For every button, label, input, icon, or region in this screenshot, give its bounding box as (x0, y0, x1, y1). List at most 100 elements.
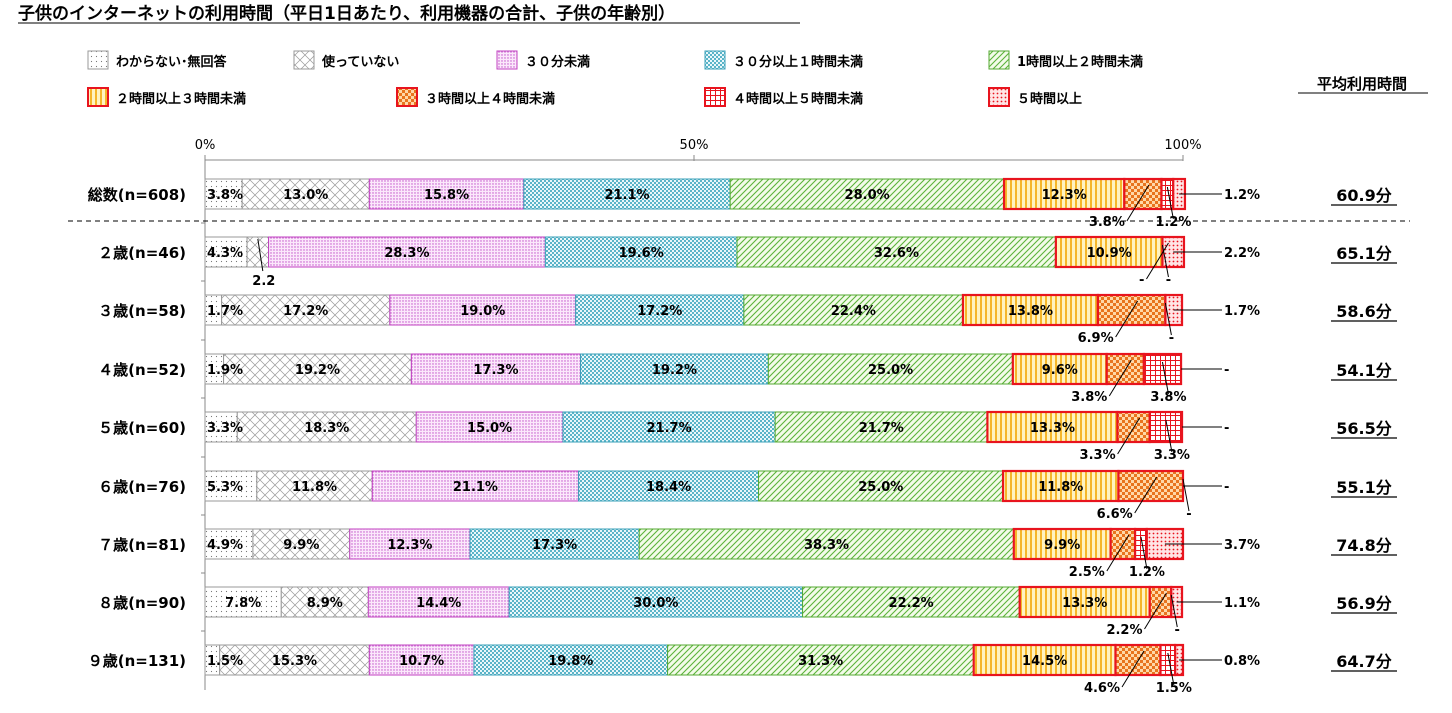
segment-label: 8.9% (307, 596, 343, 611)
callout-label: 1.7% (1224, 304, 1260, 319)
callout-label: - (1175, 623, 1180, 638)
average-value: 55.1分 (1336, 478, 1391, 497)
bar-segment (1012, 527, 1112, 561)
average-value: 56.5分 (1336, 419, 1391, 438)
callout-line (1108, 359, 1132, 397)
bar-segment (972, 643, 1117, 677)
bar-segment (767, 353, 1014, 385)
segment-label: 32.6% (874, 246, 919, 261)
callout-line (1161, 361, 1169, 395)
legend-label: ４時間以上５時間未満 (733, 91, 863, 107)
segment-label: 1.5% (207, 654, 243, 669)
bar-segment (729, 178, 1005, 210)
bar-segment (743, 294, 964, 326)
segment-label: 22.4% (831, 304, 876, 319)
callout-line (1165, 419, 1173, 453)
category-labels: 総数(n=608) ２歳(n=46) ３歳(n=58) ４歳(n=52) ５歳(n=60… (88, 186, 186, 670)
segment-label: 17.3% (473, 363, 518, 378)
bar-segment (221, 294, 391, 326)
segment-label: 3.8% (207, 188, 243, 203)
category-label: ７歳(n=81) (98, 536, 186, 554)
callout-label: 2.5% (1069, 565, 1105, 580)
segment-label: 2.2 (252, 274, 275, 289)
bar-segment (638, 528, 1015, 560)
legend-swatch (704, 87, 726, 107)
callout-line (1117, 417, 1141, 455)
callout-label: 2.2% (1106, 623, 1142, 638)
segment-label: 4.9% (207, 538, 243, 553)
legend-swatch (87, 50, 109, 70)
callout-line (1170, 594, 1178, 628)
legend-label: 1時間以上２時間未満 (1017, 54, 1143, 70)
legend-swatch (496, 50, 518, 70)
segment-label: 21.1% (453, 480, 498, 495)
bar-segment (252, 528, 351, 560)
legend-label: ３時間以上４時間未満 (425, 91, 555, 107)
callout-line (1144, 592, 1167, 630)
bar-segment (241, 178, 370, 210)
segment-label: 12.3% (1042, 188, 1087, 203)
callout-line (1126, 184, 1150, 222)
x-tick-label: 100% (1164, 138, 1201, 153)
bar-segment (415, 411, 564, 443)
callout-label: 1.2% (1224, 188, 1260, 203)
segment-label: 1.9% (207, 363, 243, 378)
bar-segment (774, 411, 988, 443)
average-value: 65.1分 (1336, 244, 1391, 263)
legend-label: 使っていない (321, 54, 399, 70)
segment-label: 5.3% (207, 480, 243, 495)
legend-swatch (988, 50, 1010, 70)
bar-segment (562, 411, 776, 443)
callout-label: - (1169, 331, 1174, 346)
legend-swatch (988, 87, 1010, 107)
segment-label: 10.7% (399, 654, 444, 669)
x-tick-label: 0% (195, 138, 216, 153)
callout-line (1106, 534, 1130, 572)
bar-segment (236, 411, 417, 443)
bar-segment (578, 470, 760, 502)
callout-line (1161, 244, 1169, 278)
segment-label: 21.7% (647, 421, 692, 436)
callout-label: 4.6% (1084, 681, 1120, 696)
callout-line (1166, 186, 1174, 220)
callout-label: 1.1% (1224, 596, 1260, 611)
segment-label: 4.3% (207, 246, 243, 261)
legend-label: ２時間以上３時間未満 (116, 91, 246, 107)
callout-label: 3.8% (1150, 390, 1186, 405)
segment-label: 30.0% (633, 596, 678, 611)
bar-segment (544, 236, 738, 268)
segment-label: 28.0% (845, 188, 890, 203)
segment-label: 7.8% (225, 596, 261, 611)
segment-label: 19.2% (295, 363, 340, 378)
bar-segment (223, 353, 412, 385)
bar-segment (1018, 585, 1151, 619)
callout-line (257, 238, 264, 272)
segment-label: 38.3% (804, 538, 849, 553)
callout-label: 3.3% (1080, 448, 1116, 463)
bar-segment (736, 236, 1057, 268)
segment-label: 13.3% (1030, 421, 1075, 436)
callout-label: 1.5% (1156, 681, 1192, 696)
segment-label: 18.4% (646, 480, 691, 495)
segment-label: 12.3% (387, 538, 432, 553)
bar-segment (473, 644, 669, 676)
bar-segment (204, 236, 248, 268)
callout-line (1121, 650, 1145, 688)
callout-label: 3.3% (1154, 448, 1190, 463)
callout-label: - (1224, 363, 1229, 378)
segment-label: 17.3% (532, 538, 577, 553)
callout-line (1167, 652, 1175, 686)
x-tick-label: 50% (680, 138, 709, 153)
segment-label: 15.8% (424, 188, 469, 203)
segment-label: 21.1% (604, 188, 649, 203)
segment-label: 13.8% (1008, 304, 1053, 319)
segment-label: 25.0% (868, 363, 913, 378)
category-label: ９歳(n=131) (88, 652, 186, 670)
segment-label: 10.9% (1087, 246, 1132, 261)
bar-segment (268, 236, 546, 268)
legend-label: わからない･無回答 (116, 54, 228, 70)
bar-segment (1116, 410, 1151, 444)
segment-label: 19.8% (548, 654, 593, 669)
callout-label: 3.7% (1224, 538, 1260, 553)
